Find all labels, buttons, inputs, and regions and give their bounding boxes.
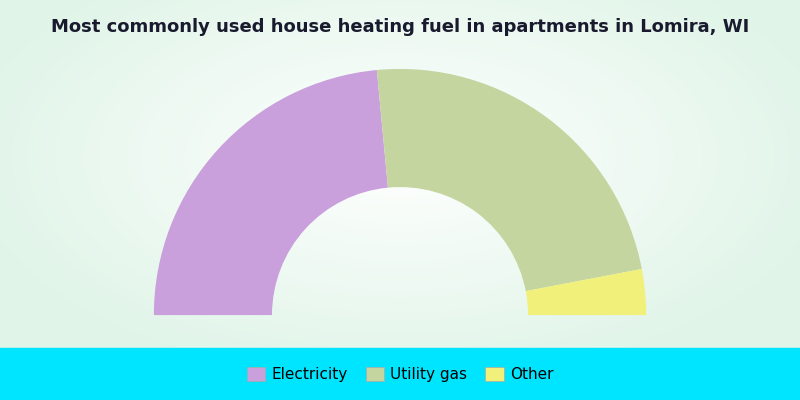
Text: Most commonly used house heating fuel in apartments in Lomira, WI: Most commonly used house heating fuel in… xyxy=(51,18,749,36)
Wedge shape xyxy=(377,69,642,291)
Wedge shape xyxy=(154,70,388,315)
Legend: Electricity, Utility gas, Other: Electricity, Utility gas, Other xyxy=(241,361,559,388)
Wedge shape xyxy=(526,269,646,315)
